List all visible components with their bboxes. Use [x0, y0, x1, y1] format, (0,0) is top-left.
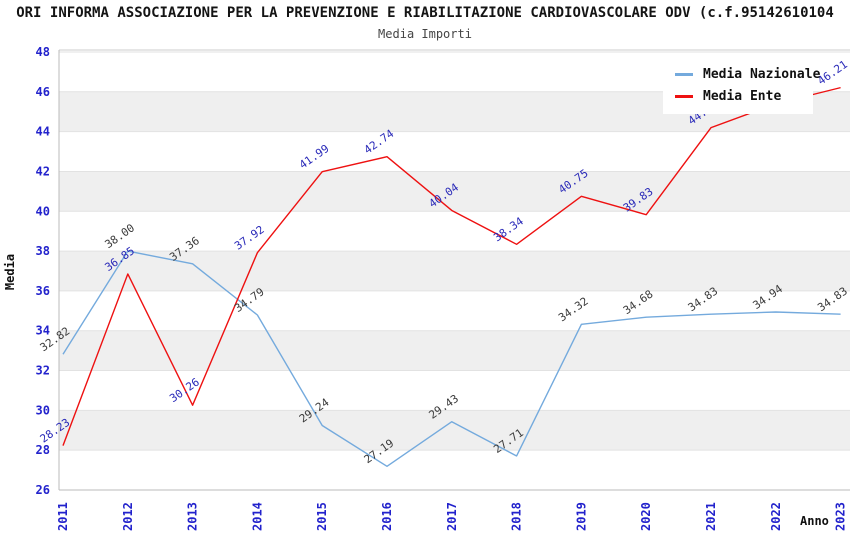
legend-label: Media Nazionale: [703, 66, 821, 82]
svg-text:2013: 2013: [186, 502, 200, 531]
legend-line-swatch-red: [675, 94, 693, 98]
svg-text:40: 40: [36, 204, 50, 218]
svg-text:30.26: 30.26: [167, 375, 202, 405]
legend: Media Nazionale Media Ente: [663, 56, 820, 114]
svg-text:2018: 2018: [510, 502, 524, 531]
svg-text:2019: 2019: [574, 502, 588, 531]
svg-text:36: 36: [36, 284, 50, 298]
chart-subtitle: Media Importi: [378, 27, 472, 41]
legend-label: Media Ente: [703, 88, 782, 104]
svg-text:34.68: 34.68: [621, 287, 656, 317]
svg-text:38: 38: [36, 244, 50, 258]
y-axis-title: Media: [3, 253, 17, 291]
legend-item-media-nazionale: Media Nazionale: [675, 63, 820, 85]
svg-text:2017: 2017: [445, 502, 459, 531]
svg-text:2011: 2011: [56, 502, 70, 531]
svg-text:26: 26: [36, 483, 50, 497]
svg-text:46.21: 46.21: [815, 58, 850, 88]
svg-text:34: 34: [36, 324, 50, 338]
svg-text:2021: 2021: [704, 502, 718, 531]
chart-title: ORI INFORMA ASSOCIAZIONE PER LA PREVENZI…: [16, 5, 834, 21]
svg-text:42: 42: [36, 164, 50, 178]
svg-text:34.32: 34.32: [556, 295, 591, 325]
svg-text:2015: 2015: [315, 502, 329, 531]
svg-text:2016: 2016: [380, 502, 394, 531]
legend-item-media-ente: Media Ente: [675, 85, 803, 107]
svg-text:2020: 2020: [639, 502, 653, 531]
svg-text:41.99: 41.99: [297, 142, 332, 172]
svg-text:28: 28: [36, 443, 50, 457]
svg-text:46: 46: [36, 85, 50, 99]
svg-text:38.00: 38.00: [102, 221, 137, 251]
svg-text:30: 30: [36, 403, 50, 417]
x-axis-title: Anno: [800, 514, 829, 528]
svg-text:44: 44: [36, 125, 50, 139]
svg-text:32: 32: [36, 364, 50, 378]
svg-text:48: 48: [36, 45, 50, 59]
legend-line-swatch-blue: [675, 72, 693, 76]
svg-text:2022: 2022: [769, 502, 783, 531]
svg-text:2023: 2023: [834, 502, 848, 531]
svg-text:2012: 2012: [121, 502, 135, 531]
svg-text:2014: 2014: [250, 502, 264, 531]
